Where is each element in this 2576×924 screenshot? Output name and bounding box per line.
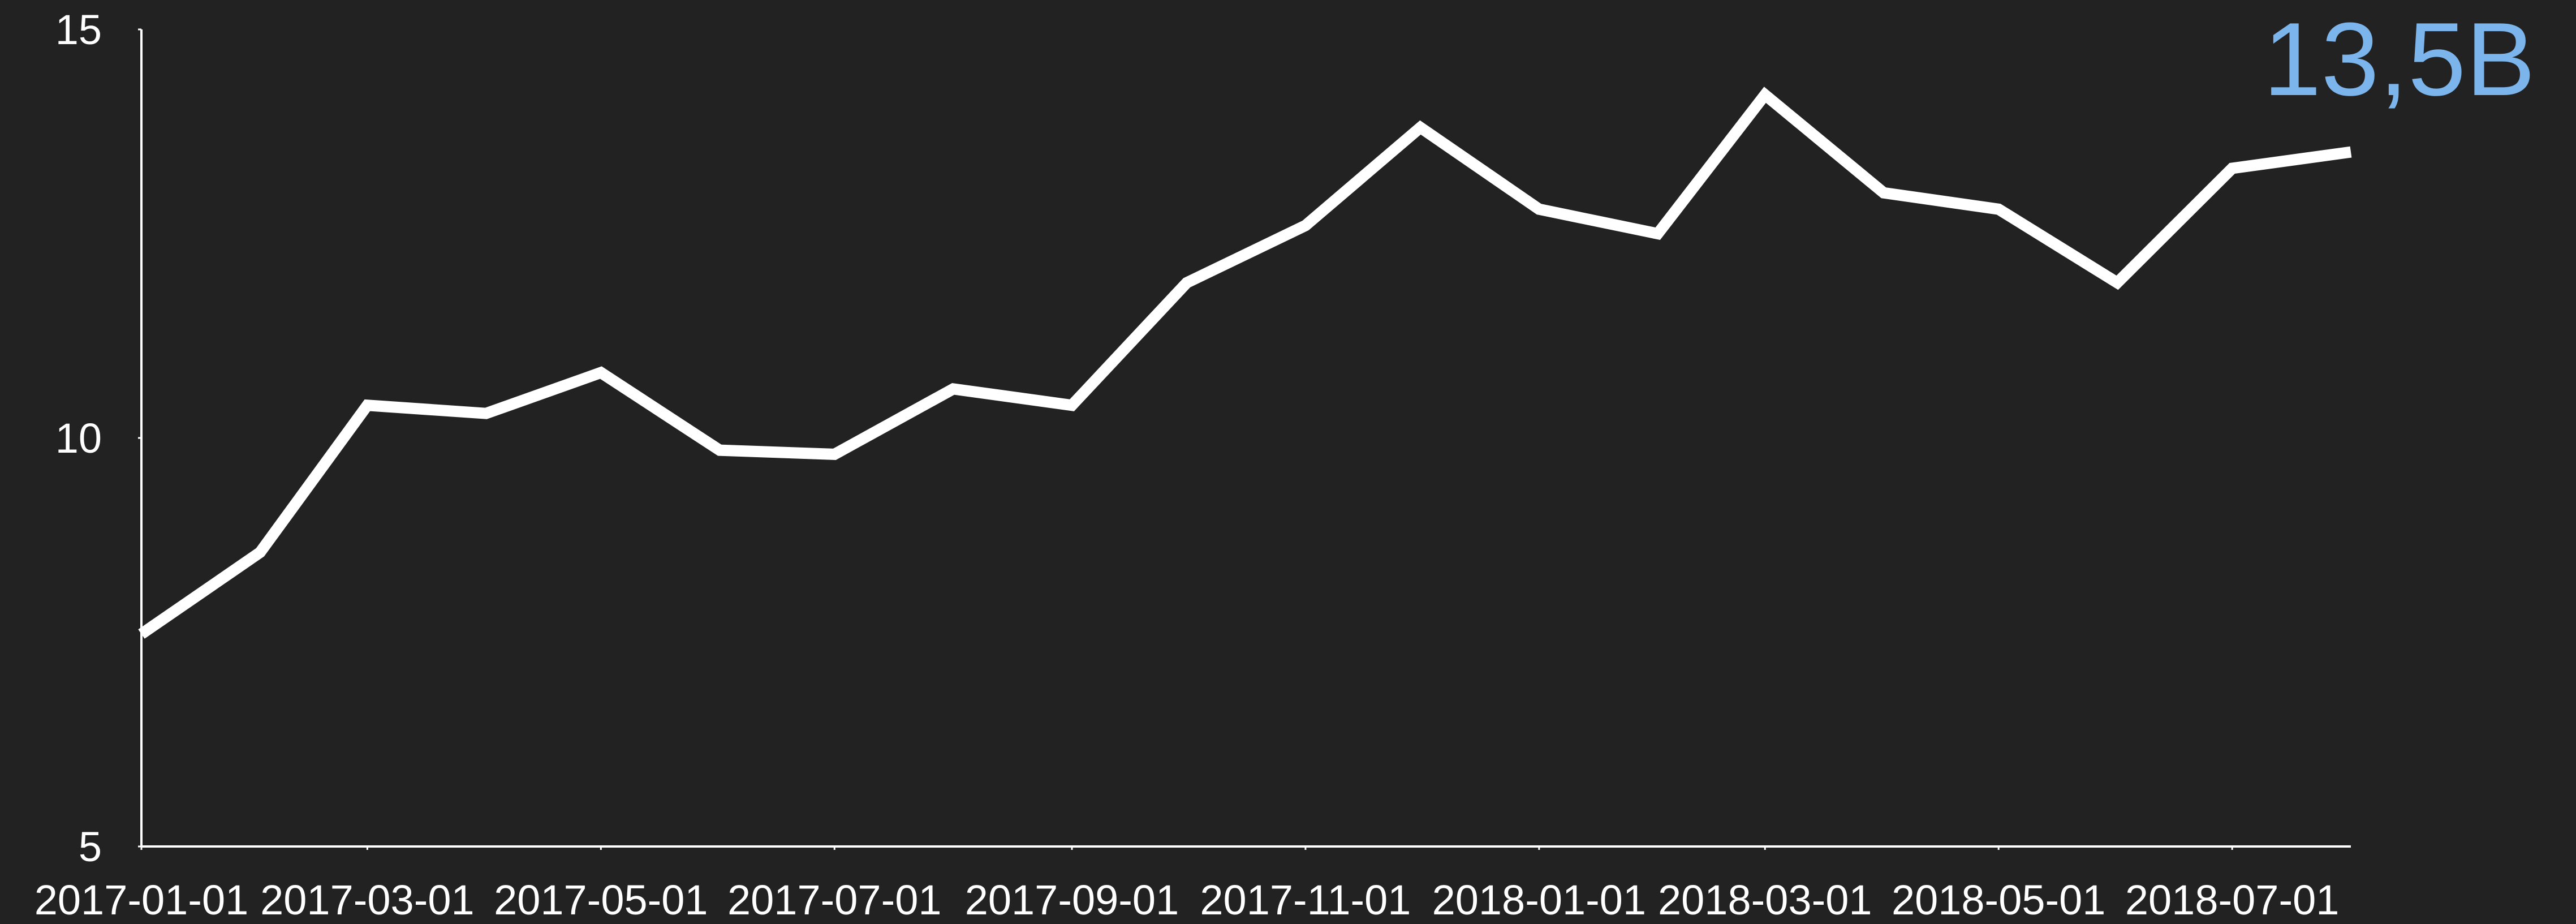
x-tick-label: 2018-05-01 — [1892, 876, 2106, 923]
value-annotation: 13,5B — [2263, 1, 2535, 117]
x-tick-label: 2017-01-01 — [35, 876, 249, 923]
x-tick-label: 2018-03-01 — [1658, 876, 1872, 923]
x-tick-label: 2017-05-01 — [494, 876, 708, 923]
x-tick-label: 2017-11-01 — [1200, 876, 1411, 923]
x-tick-label: 2017-03-01 — [260, 876, 475, 923]
x-tick-label: 2017-07-01 — [727, 876, 942, 923]
y-tick-label: 15 — [55, 6, 102, 53]
y-tick-label: 10 — [55, 415, 102, 462]
x-tick-label: 2018-01-01 — [1432, 876, 1647, 923]
y-tick-label: 5 — [79, 823, 102, 870]
x-tick-label: 2018-07-01 — [2125, 876, 2340, 923]
x-tick-label: 2017-09-01 — [965, 876, 1179, 923]
data-line — [138, 87, 2352, 639]
